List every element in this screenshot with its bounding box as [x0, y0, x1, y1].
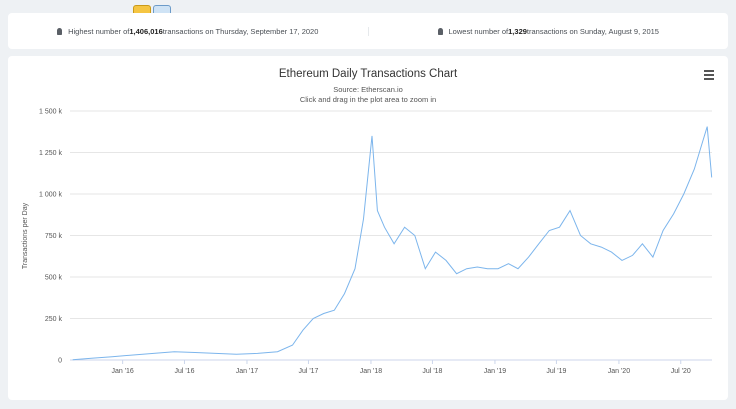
y-tick-label: 0 — [58, 358, 62, 365]
x-tick-label: Jul '18 — [422, 368, 442, 375]
y-tick-label: 1 500 k — [39, 109, 62, 116]
x-tick-label: Jan '19 — [484, 368, 506, 375]
chart-title: Ethereum Daily Transactions Chart — [278, 68, 458, 80]
series-line — [72, 126, 713, 361]
lightbulb-icon — [57, 27, 63, 35]
y-axis-label: Transactions per Day — [22, 202, 29, 269]
chart-card[interactable]: Ethereum Daily Transactions Chart Source… — [8, 56, 728, 400]
chart-svg[interactable]: 0 250 k 500 k 750 k 1 000 k 1 250 k 1 500 k Ja… — [8, 56, 728, 400]
y-axis-ticks: 0 250 k 500 k 750 k 1 000 k 1 250 k 1 500 k — [39, 109, 62, 365]
highest-suffix: transactions on Thursday, September 17, … — [162, 26, 319, 36]
x-tick-label: Jan '18 — [360, 368, 382, 375]
x-tick-label: Jan '20 — [608, 368, 630, 375]
x-tick-label: Jan '17 — [236, 368, 258, 375]
highest-stat: Highest number of 1,406,016 transactions… — [8, 27, 368, 36]
x-axis-ticks: Jan '16 Jul '16 Jan '17 Jul '17 Jan '18 Jul '… — [111, 360, 691, 375]
x-tick-label: Jul '20 — [671, 368, 691, 375]
lowest-suffix: transactions on Sunday, August 9, 2015 — [526, 26, 659, 36]
chart-menu-icon[interactable] — [704, 70, 714, 82]
y-tick-label: 250 k — [45, 316, 63, 323]
x-tick-label: Jul '17 — [298, 368, 318, 375]
chart-source: Source: Etherscan.io — [333, 85, 403, 94]
y-tick-label: 1 000 k — [39, 192, 62, 199]
x-tick-label: Jul '19 — [546, 368, 566, 375]
y-tick-label: 1 250 k — [39, 150, 62, 157]
lowest-stat: Lowest number of 1,329 transactions on S… — [367, 26, 729, 36]
x-tick-label: Jul '16 — [174, 368, 194, 375]
y-tick-label: 750 k — [45, 233, 63, 240]
x-tick-label: Jan '16 — [111, 368, 133, 375]
lowest-prefix: Lowest number of — [448, 26, 509, 36]
highest-prefix: Highest number of — [68, 26, 130, 36]
zoom-hint: Click and drag in the plot area to zoom … — [299, 94, 437, 104]
gridlines — [70, 110, 712, 361]
y-tick-label: 500 k — [45, 275, 63, 282]
lightbulb-icon — [437, 27, 443, 35]
highest-value: 1,406,016 — [129, 26, 163, 36]
stats-card: Highest number of 1,406,016 transactions… — [8, 13, 728, 49]
lowest-value: 1,329 — [508, 26, 527, 36]
chart-subtitle: Source: Etherscan.io Click and drag in t… — [8, 85, 728, 104]
